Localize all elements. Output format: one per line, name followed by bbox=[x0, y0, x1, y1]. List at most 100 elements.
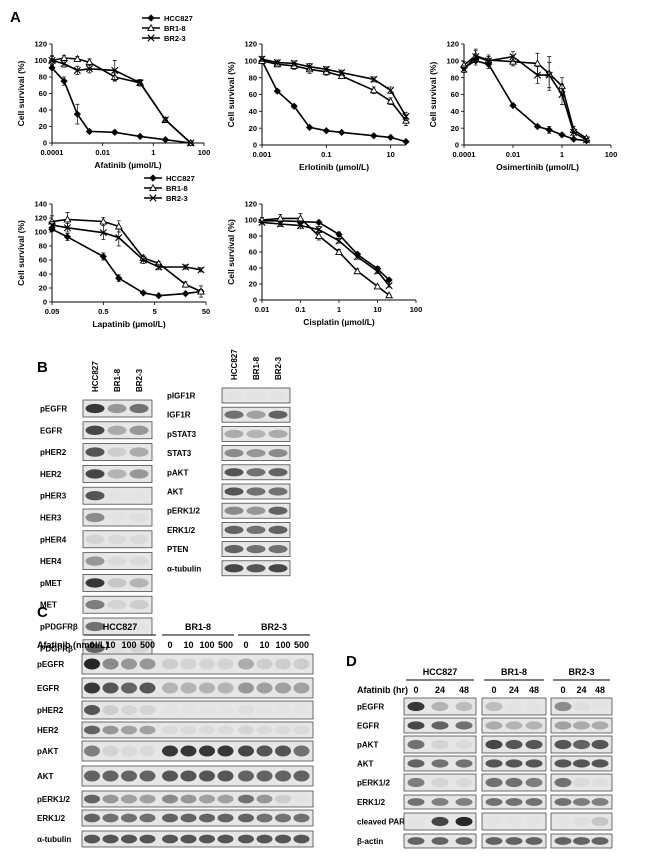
y-tick-label: 20 bbox=[249, 124, 257, 133]
data-point bbox=[335, 247, 343, 256]
band bbox=[268, 487, 288, 496]
band bbox=[180, 770, 197, 782]
band bbox=[275, 658, 291, 670]
legend-marker bbox=[147, 14, 155, 22]
band bbox=[525, 798, 543, 806]
band bbox=[139, 745, 156, 757]
series-BR1-8 bbox=[258, 213, 394, 299]
band bbox=[129, 491, 149, 501]
band bbox=[180, 794, 197, 804]
chart-3: 0 20 40 60 80 100 120 0.0001 0.01 1 100 Osimertinib… bbox=[428, 40, 617, 172]
y-tick-label: 60 bbox=[249, 90, 257, 99]
data-point bbox=[276, 214, 285, 222]
data-point bbox=[545, 71, 553, 79]
data-point bbox=[48, 64, 56, 72]
band bbox=[293, 813, 310, 823]
band bbox=[485, 721, 503, 730]
data-point bbox=[99, 252, 107, 261]
band bbox=[139, 658, 156, 670]
blot-row-label: ERK1/2 bbox=[357, 798, 386, 807]
band bbox=[139, 682, 156, 694]
dose-label: 0 bbox=[89, 640, 94, 650]
band bbox=[256, 770, 273, 782]
y-tick-label: 80 bbox=[451, 73, 459, 82]
band bbox=[107, 600, 127, 610]
x-axis-label: Erlotinib (µmol/L) bbox=[299, 162, 369, 172]
series-line bbox=[463, 59, 587, 142]
legend-entry: BR1-8 bbox=[166, 184, 188, 193]
band bbox=[246, 487, 266, 496]
band bbox=[102, 705, 119, 715]
band bbox=[525, 721, 543, 730]
y-tick-label: 120 bbox=[244, 200, 257, 209]
data-point bbox=[322, 127, 330, 135]
data-point bbox=[305, 123, 314, 131]
band bbox=[268, 391, 288, 400]
band bbox=[407, 816, 425, 827]
legend-entry: HCC827 bbox=[166, 174, 195, 183]
data-point bbox=[276, 220, 284, 228]
blot-strip bbox=[221, 406, 291, 423]
band bbox=[217, 725, 234, 735]
band bbox=[293, 770, 310, 782]
group-label: HCC827 bbox=[423, 667, 458, 677]
band bbox=[293, 745, 310, 757]
blot-row-label: pEGFR bbox=[37, 660, 64, 669]
blot-strip bbox=[403, 717, 477, 734]
band bbox=[256, 794, 273, 804]
band bbox=[455, 701, 473, 712]
panel-letter-a: A bbox=[10, 9, 21, 26]
band bbox=[407, 837, 425, 845]
y-tick-label: 0 bbox=[43, 298, 47, 307]
blot-row-label: HER2 bbox=[40, 470, 62, 479]
series-line bbox=[463, 55, 587, 141]
group-label: BR2-3 bbox=[261, 622, 287, 632]
band bbox=[199, 794, 215, 804]
band bbox=[217, 682, 234, 694]
band bbox=[129, 469, 149, 479]
blot-row-label: AKT bbox=[357, 760, 374, 769]
band bbox=[268, 429, 288, 439]
x-axis-label: Afatinib (µmol/L) bbox=[94, 160, 161, 170]
blot-strip bbox=[221, 387, 291, 404]
y-tick-label: 40 bbox=[249, 264, 257, 273]
data-point bbox=[273, 58, 281, 67]
band bbox=[85, 425, 105, 435]
band bbox=[85, 403, 105, 414]
series-line bbox=[51, 67, 191, 144]
blot-strip bbox=[81, 721, 314, 739]
blot-strip bbox=[550, 833, 613, 849]
band bbox=[84, 705, 100, 715]
band bbox=[554, 777, 572, 788]
blot-strip bbox=[481, 773, 547, 792]
data-point bbox=[73, 54, 82, 62]
lane-label: BR2-3 bbox=[274, 356, 283, 380]
band bbox=[85, 621, 105, 632]
panel-letter-d: D bbox=[346, 653, 357, 670]
dose-label: 500 bbox=[294, 640, 309, 650]
x-tick-label: 1 bbox=[337, 305, 341, 314]
x-tick-label: 0.1 bbox=[321, 150, 331, 159]
blot-strip bbox=[221, 560, 291, 577]
blot-strip bbox=[550, 794, 613, 810]
y-tick-label: 80 bbox=[39, 242, 47, 251]
data-point bbox=[402, 138, 410, 146]
data-point bbox=[460, 65, 468, 73]
blot-strip bbox=[82, 530, 153, 549]
series-line bbox=[51, 228, 202, 297]
chart-2: 0 20 40 60 80 100 120 0.001 0.1 10 Erlotinib (µmol… bbox=[226, 40, 410, 172]
band bbox=[238, 705, 254, 715]
y-tick-label: 0 bbox=[43, 139, 47, 148]
band bbox=[293, 682, 310, 694]
data-point bbox=[136, 79, 144, 87]
band bbox=[573, 777, 590, 788]
band bbox=[455, 798, 473, 806]
band bbox=[455, 721, 473, 730]
band bbox=[107, 534, 127, 544]
data-point bbox=[73, 110, 81, 118]
band bbox=[573, 798, 590, 806]
series-HCC827 bbox=[460, 56, 591, 145]
